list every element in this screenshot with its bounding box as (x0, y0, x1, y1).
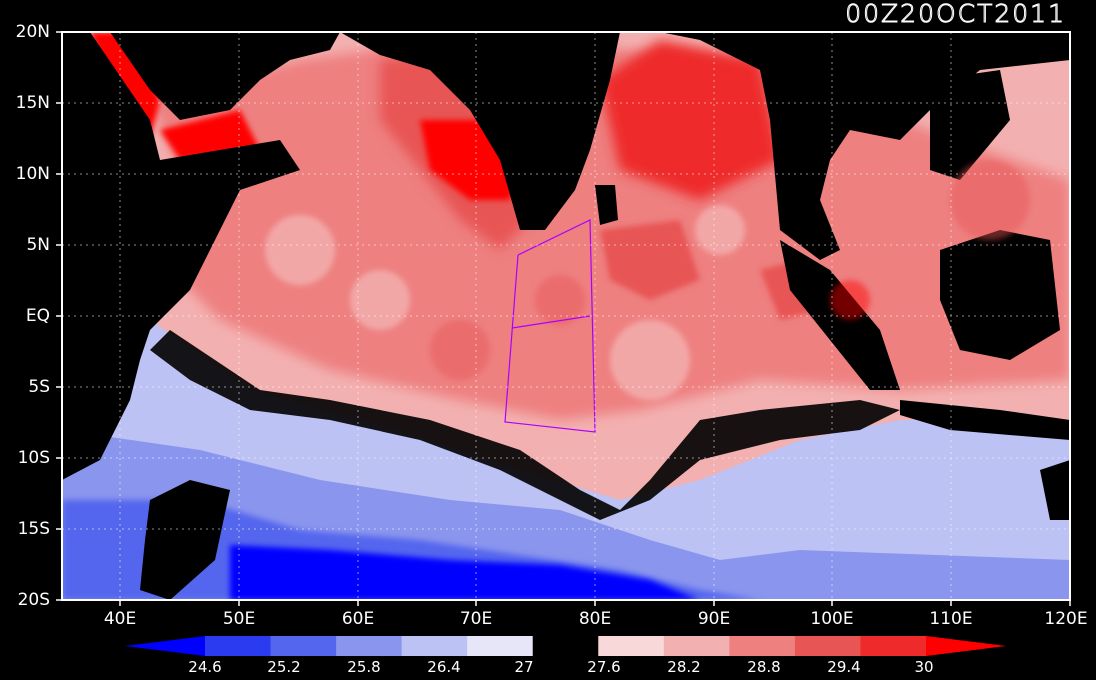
colorbar-swatch (729, 636, 796, 656)
region-box (504, 219, 596, 433)
colorbar-label: 25.2 (267, 658, 301, 676)
sst-band-warm-bay (600, 40, 780, 200)
lon-label: 80E (578, 609, 612, 629)
lat-label: 15S (17, 519, 50, 539)
colorbar-label: 29.4 (827, 658, 861, 676)
lat-label: 5N (26, 235, 50, 255)
land-borneo (940, 230, 1060, 360)
land-india (340, 32, 620, 230)
sst-band-27 (150, 330, 900, 520)
tick-marks (56, 31, 1071, 606)
colorbar-label: 28.2 (667, 658, 701, 676)
colorbar-label: 25.8 (347, 658, 381, 676)
lat-label: 5S (28, 377, 50, 397)
sst-band-warm-east (600, 220, 820, 320)
colorbar-swatch (860, 636, 927, 656)
lon-label: 120E (1044, 609, 1088, 629)
lon-label: 60E (341, 609, 375, 629)
colorbar-label: 28.8 (747, 658, 781, 676)
colorbar-label: 27 (514, 658, 534, 676)
colorbar-arrow-high (926, 636, 1006, 656)
lon-label: 100E (810, 609, 854, 629)
lon-label: 110E (929, 609, 973, 629)
map-title: 00Z20OCT2011 (845, 0, 1066, 28)
land-philippines-area (930, 70, 1010, 180)
colorbar-swatch (598, 636, 665, 656)
sst-band-cool-core (230, 545, 700, 600)
lon-label: 50E (222, 609, 256, 629)
colorbar-swatch (532, 636, 599, 656)
colorbar (125, 636, 1006, 656)
lat-label: 15N (15, 93, 50, 113)
sst-texture (265, 160, 1030, 400)
land-sri-lanka (595, 185, 618, 225)
colorbar-swatch (467, 636, 534, 656)
land-africa-arabia (62, 32, 340, 480)
lat-label: 20N (15, 22, 50, 42)
lon-label: 90E (697, 609, 731, 629)
lat-label: 10S (17, 448, 50, 468)
colorbar-swatch (794, 636, 861, 656)
land-southeast-asia (660, 32, 1070, 260)
colorbar-swatch (336, 636, 403, 656)
lon-label: 70E (459, 609, 493, 629)
lat-label: EQ (25, 306, 50, 326)
colorbar-swatch (270, 636, 337, 656)
colorbar-label: 24.6 (188, 658, 222, 676)
lat-label: 20S (17, 590, 50, 610)
colorbar-label: 27.6 (587, 658, 621, 676)
colorbar-label: 26.4 (427, 658, 461, 676)
region-box-divider (511, 315, 591, 329)
land-madagascar (140, 480, 230, 600)
colorbar-label: 30 (914, 658, 934, 676)
colorbar-swatch (401, 636, 468, 656)
land-java-australia (900, 400, 1070, 520)
colorbar-swatch (205, 636, 272, 656)
lon-label: 40E (103, 609, 137, 629)
colorbar-swatch (663, 636, 730, 656)
colorbar-arrow-low (125, 636, 205, 656)
grid-lines (62, 32, 1070, 600)
lat-label: 10N (15, 164, 50, 184)
